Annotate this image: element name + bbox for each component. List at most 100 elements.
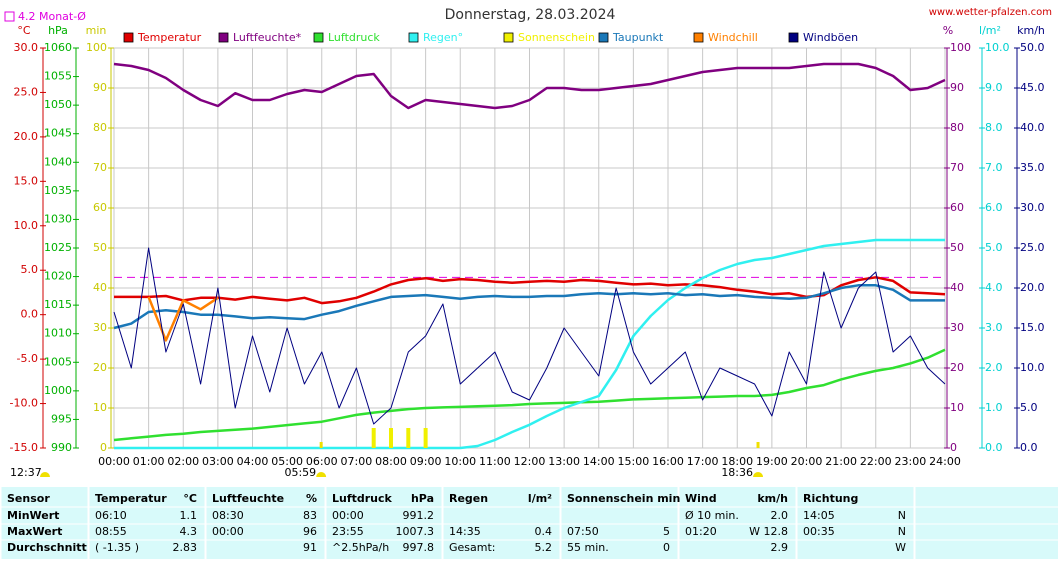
table-header: Sonnenschein min: [567, 492, 680, 505]
y-tick-label: 10: [950, 401, 964, 414]
y-tick-label: 1005: [44, 355, 72, 368]
sunset-icon: [753, 472, 764, 477]
website: www.wetter-pfalzen.com: [929, 7, 1052, 18]
y-tick-label: 60: [93, 201, 107, 214]
y-tick-label: 15.0: [1020, 321, 1045, 334]
legend-label: Sonnenschein: [518, 31, 595, 44]
x-tick-label: 14:00: [583, 455, 615, 468]
monthly-mean-icon: [4, 11, 15, 22]
y-tick-label: 1050: [44, 98, 72, 111]
x-tick-label: 17:00: [687, 455, 719, 468]
table-header: l/m²: [528, 492, 552, 505]
y-tick-label: 25.0: [14, 85, 39, 98]
table-cell: 2.83: [173, 541, 198, 554]
table-cell: 997.8: [403, 541, 435, 554]
sunset-label: 18:36: [721, 466, 753, 479]
table-header: km/h: [757, 492, 788, 505]
table-cell: 08:30: [212, 509, 244, 522]
x-tick-label: 11:00: [479, 455, 511, 468]
x-tick-label: 01:00: [133, 455, 165, 468]
y-tick-label: 50: [93, 241, 107, 254]
series-line: [113, 284, 945, 330]
table-header: Wind: [685, 492, 717, 505]
sunshine-bar: [389, 428, 393, 448]
x-tick-label: 03:00: [202, 455, 234, 468]
table-cell: MaxWert: [7, 525, 62, 538]
y-tick-label: 1035: [44, 184, 72, 197]
table-header: Richtung: [803, 492, 858, 505]
y-tick-label: 0.0: [985, 441, 1003, 454]
y-tick-label: 1015: [44, 298, 72, 311]
y-tick-label: 35.0: [1020, 161, 1045, 174]
y-tick-label: 1045: [44, 127, 72, 140]
x-tick-label: 19:00: [756, 455, 788, 468]
table-header: Sensor: [7, 492, 50, 505]
series-line: [113, 247, 946, 425]
y-tick-label: 1030: [44, 212, 72, 225]
table-header: hPa: [411, 492, 434, 505]
table-cell: 14:05: [803, 509, 835, 522]
legend-swatch: [313, 32, 324, 43]
y-tick-label: -15.0: [10, 441, 38, 454]
x-tick-label: 05:00: [271, 455, 303, 468]
legend-label: Taupunkt: [612, 31, 664, 44]
y-tick-label: 50.0: [1020, 41, 1045, 54]
series-line: [114, 238, 945, 450]
sunshine-bar: [406, 428, 411, 448]
axis-unit: °C: [17, 24, 31, 37]
legend-label: Luftdruck: [328, 31, 380, 44]
y-tick-label: 20.0: [1020, 281, 1045, 294]
day-length-icon: [40, 472, 50, 477]
chart-title: Donnerstag, 28.03.2024: [445, 7, 616, 23]
y-tick-label: 1025: [44, 241, 72, 254]
day-length: 12:37: [10, 466, 42, 479]
table-cell: 14:35: [449, 525, 481, 538]
y-tick-label: 990: [51, 441, 72, 454]
x-tick-label: 22:00: [860, 455, 892, 468]
y-tick-label: 1.0: [985, 401, 1003, 414]
x-tick-label: 06:00: [306, 455, 338, 468]
legend-swatch: [788, 32, 799, 43]
table-cell: 55 min.: [567, 541, 609, 554]
series-line: [113, 62, 946, 110]
legend-label: Windböen: [803, 31, 858, 44]
table-cell: 991.2: [403, 509, 435, 522]
y-tick-label: 9.0: [985, 81, 1003, 94]
table-background: [0, 487, 1058, 559]
table-header: %: [306, 492, 317, 505]
axis-unit: l/m²: [979, 24, 1001, 37]
y-tick-label: 995: [51, 412, 72, 425]
axis-unit: %: [943, 24, 953, 37]
legend-label: Luftfeuchte*: [233, 31, 302, 44]
y-tick-label: 8.0: [985, 121, 1003, 134]
table-cell: N: [898, 525, 906, 538]
y-tick-label: 7.0: [985, 161, 1003, 174]
axis-unit: min: [86, 24, 107, 37]
x-tick-label: 24:00: [929, 455, 961, 468]
legend-swatch: [408, 32, 419, 43]
table-cell: 1007.3: [396, 525, 435, 538]
axis-unit: km/h: [1017, 24, 1045, 37]
y-tick-label: 30.0: [14, 41, 39, 54]
y-tick-label: 1060: [44, 41, 72, 54]
table-header: Luftdruck: [332, 492, 393, 505]
y-tick-label: 20: [93, 361, 107, 374]
table-cell: 00:00: [212, 525, 244, 538]
y-tick-label: 1010: [44, 327, 72, 340]
table-cell: 07:50: [567, 525, 599, 538]
legend-swatch: [503, 32, 514, 43]
legend-label: Temperatur: [137, 31, 202, 44]
x-tick-label: 20:00: [791, 455, 823, 468]
y-tick-label: 6.0: [985, 201, 1003, 214]
table-header: Regen: [449, 492, 488, 505]
y-tick-label: 90: [93, 81, 107, 94]
y-tick-label: 50: [950, 241, 964, 254]
table-cell: 96: [303, 525, 317, 538]
y-tick-label: 40: [950, 281, 964, 294]
y-tick-label: 90: [950, 81, 964, 94]
sunrise-icon: [316, 472, 327, 477]
table-cell: 2.0: [771, 509, 789, 522]
monthly-mean-label: 4.2 Monat-Ø: [18, 10, 86, 23]
legend-label: Windchill: [708, 31, 758, 44]
